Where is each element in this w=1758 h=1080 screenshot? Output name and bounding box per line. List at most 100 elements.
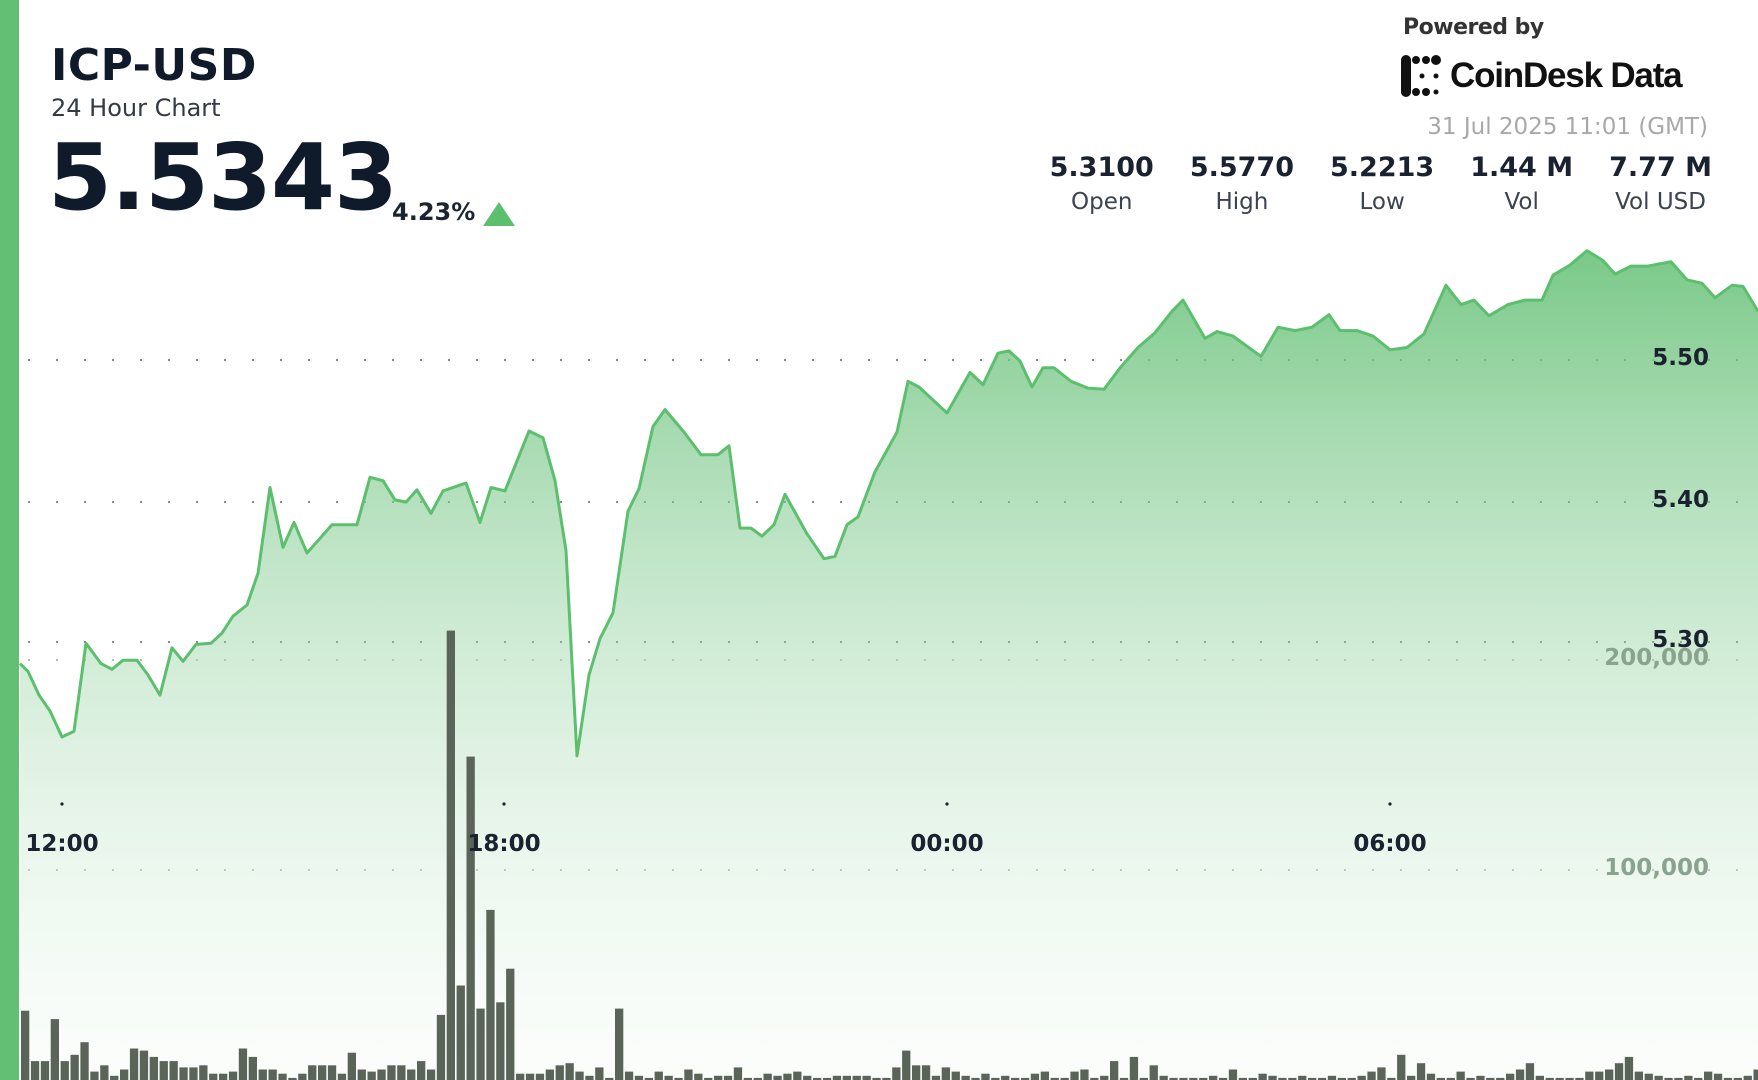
- stat-value: 5.3100: [1049, 152, 1154, 183]
- volume-bar: [565, 1063, 574, 1080]
- volume-bar: [624, 1071, 634, 1080]
- volume-bar: [417, 1061, 426, 1080]
- volume-bar: [733, 1067, 743, 1080]
- volume-bar: [1397, 1054, 1406, 1080]
- volume-bar: [1030, 1073, 1040, 1080]
- stat-value: 1.44 M: [1470, 152, 1574, 183]
- volume-bar: [1565, 1077, 1574, 1080]
- volume-bar: [70, 1054, 79, 1080]
- price-change-percent: 4.23%: [392, 198, 476, 226]
- volume-bar: [357, 1069, 366, 1080]
- y-axis-label: 5.50: [1652, 345, 1709, 371]
- volume-bar: [1248, 1077, 1257, 1080]
- volume-bar: [50, 1019, 59, 1080]
- x-tick-dot: [1388, 802, 1392, 806]
- volume-bar: [1040, 1071, 1049, 1080]
- volume-bar: [1496, 1077, 1505, 1080]
- volume-bar: [238, 1048, 248, 1080]
- volume-bar: [961, 1075, 970, 1080]
- volume-bar: [456, 985, 465, 1080]
- volume-bar: [1515, 1069, 1525, 1080]
- volume-bar: [783, 1073, 792, 1080]
- volume-bar: [1704, 1071, 1713, 1080]
- chart-subtitle: 24 Hour Chart: [51, 94, 221, 122]
- volume-axis-label: 100,000: [1604, 855, 1709, 881]
- volume-bar: [1090, 1077, 1099, 1080]
- x-axis-label: 00:00: [910, 831, 984, 857]
- x-tick-dot: [945, 802, 949, 806]
- volume-bar: [1595, 1071, 1604, 1080]
- volume-bar: [377, 1069, 386, 1080]
- volume-bar: [1199, 1077, 1208, 1080]
- volume-bar: [268, 1069, 277, 1080]
- volume-bar: [813, 1077, 822, 1080]
- volume-bar: [1228, 1069, 1238, 1080]
- volume-bar: [1139, 1077, 1148, 1080]
- up-triangle-icon: [483, 202, 515, 226]
- volume-bar: [1020, 1077, 1030, 1080]
- stat-label: Low: [1359, 189, 1405, 215]
- volume-bar: [228, 1071, 238, 1080]
- volume-bar: [634, 1075, 644, 1080]
- stat-value: 5.2213: [1330, 152, 1435, 183]
- volume-bar: [1407, 1075, 1416, 1080]
- volume-bar: [1674, 1077, 1683, 1080]
- volume-bar: [1466, 1077, 1475, 1080]
- volume-bar: [516, 1073, 525, 1080]
- volume-bar: [1367, 1071, 1376, 1080]
- volume-bar: [941, 1067, 950, 1080]
- volume-bar: [971, 1077, 980, 1080]
- volume-bars: [21, 630, 1758, 1080]
- volume-bar: [1684, 1075, 1693, 1080]
- volume-bar: [1506, 1073, 1515, 1080]
- volume-bar: [892, 1067, 901, 1080]
- volume-bar: [80, 1042, 89, 1080]
- volume-bar: [1001, 1075, 1010, 1080]
- volume-bar: [347, 1052, 356, 1080]
- volume-bar: [1624, 1056, 1634, 1080]
- volume-bar: [337, 1073, 347, 1080]
- powered-by-label: Powered by: [1403, 15, 1544, 40]
- volume-bar: [1209, 1075, 1218, 1080]
- volume-bar: [1129, 1056, 1139, 1080]
- volume-bar: [278, 1073, 287, 1080]
- volume-bar: [407, 1069, 416, 1080]
- pair-symbol: ICP-USD: [51, 40, 257, 91]
- volume-bar: [684, 1069, 693, 1080]
- volume-bar: [535, 1073, 545, 1080]
- volume-bar: [1119, 1077, 1129, 1080]
- volume-bar: [1614, 1063, 1624, 1080]
- volume-bar: [1317, 1077, 1327, 1080]
- volume-bar: [426, 1069, 436, 1080]
- volume-bar: [1654, 1075, 1663, 1080]
- volume-bar: [446, 630, 455, 1080]
- stat-label: Open: [1070, 189, 1133, 215]
- volume-bar: [1100, 1075, 1109, 1080]
- volume-bar: [1050, 1077, 1059, 1080]
- volume-bar: [1575, 1077, 1584, 1080]
- volume-bar: [466, 756, 475, 1080]
- volume-bar: [664, 1075, 673, 1080]
- volume-bar: [486, 909, 495, 1080]
- volume-bar: [704, 1077, 713, 1080]
- x-axis-label: 18:00: [467, 831, 541, 857]
- volume-bar: [129, 1048, 139, 1080]
- volume-bar: [1486, 1077, 1495, 1080]
- volume-bar: [714, 1075, 723, 1080]
- volume-bar: [1298, 1075, 1307, 1080]
- volume-bar: [318, 1065, 327, 1080]
- volume-bar: [822, 1077, 832, 1080]
- accent-bar: [0, 0, 19, 1080]
- volume-bar: [1713, 1073, 1723, 1080]
- volume-bar: [219, 1073, 228, 1080]
- volume-bar: [1733, 1077, 1742, 1080]
- stat-label: High: [1215, 189, 1269, 215]
- volume-bar: [1179, 1077, 1188, 1080]
- volume-bar: [40, 1061, 50, 1080]
- volume-bar: [1723, 1077, 1733, 1080]
- y-axis-label: 5.40: [1652, 487, 1709, 513]
- volume-bar: [1110, 1061, 1119, 1080]
- volume-bar: [615, 1008, 624, 1080]
- volume-bar: [110, 1075, 119, 1080]
